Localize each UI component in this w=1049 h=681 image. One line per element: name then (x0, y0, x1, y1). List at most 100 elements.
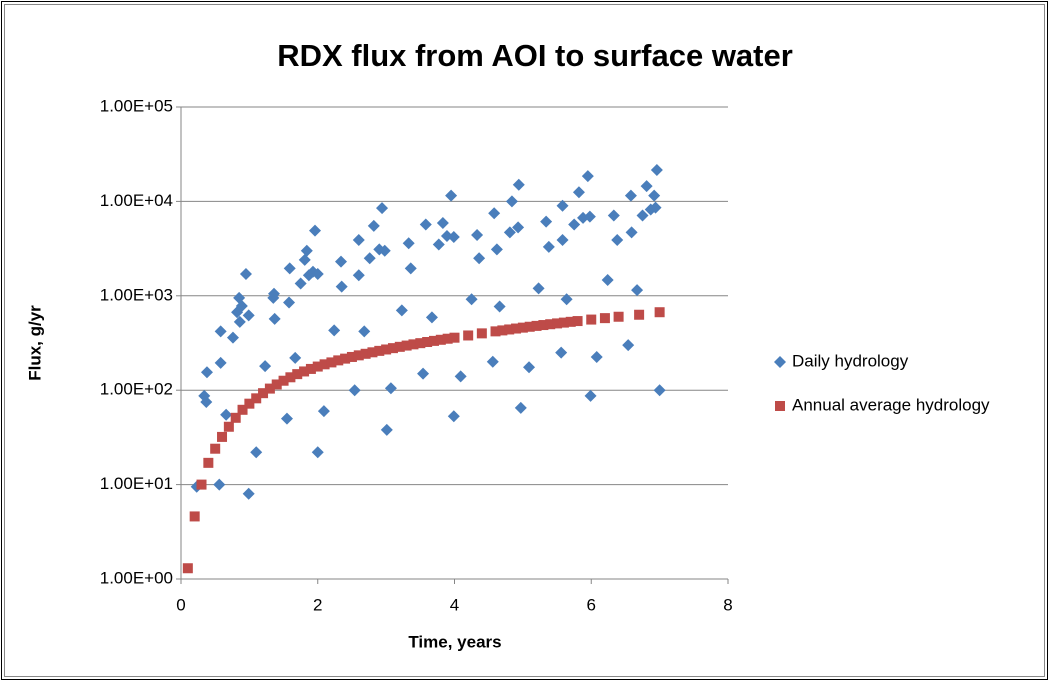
data-point (601, 274, 614, 287)
data-point (292, 369, 303, 380)
data-point (408, 339, 419, 350)
data-point (251, 393, 262, 404)
data-point (517, 322, 528, 333)
data-point (625, 226, 638, 239)
data-point (299, 366, 310, 377)
data-point (294, 277, 307, 290)
data-point (556, 234, 569, 247)
data-point (624, 189, 637, 202)
data-point (590, 350, 603, 363)
data-point (214, 356, 227, 369)
data-point (317, 405, 330, 418)
data-point (283, 296, 296, 309)
y-tick-label: 1.00E+00 (100, 568, 173, 587)
data-point (465, 293, 478, 306)
data-point (196, 479, 207, 490)
y-axis-label: Flux, g/yr (25, 305, 44, 381)
chart-title: RDX flux from AOI to surface water (277, 38, 793, 73)
data-point (242, 309, 255, 322)
data-point (648, 189, 661, 202)
data-point (471, 229, 484, 242)
data-point (367, 219, 380, 232)
data-point (415, 338, 426, 349)
data-point (463, 330, 474, 341)
data-point (353, 350, 364, 361)
data-point (572, 186, 585, 199)
data-point (584, 389, 597, 402)
data-point (445, 189, 458, 202)
data-point (217, 431, 228, 442)
data-point (538, 320, 549, 331)
data-point (267, 287, 280, 300)
data-point (531, 320, 542, 331)
x-tick-label: 0 (176, 595, 185, 614)
data-point (532, 282, 545, 295)
data-point (586, 314, 597, 325)
data-point (250, 446, 263, 459)
data-point (348, 384, 361, 397)
data-point (259, 360, 272, 373)
data-point (311, 268, 324, 281)
y-tick-label: 1.00E+03 (100, 285, 173, 304)
data-point (556, 199, 569, 212)
data-point (223, 421, 234, 432)
data-point (447, 410, 460, 423)
data-point (233, 315, 246, 328)
legend-label: Annual average hydrology (792, 395, 990, 414)
data-point (376, 202, 389, 215)
data-point (203, 457, 214, 468)
data-point (493, 300, 506, 313)
x-tick-label: 4 (450, 595, 459, 614)
data-point (512, 178, 525, 191)
data-point (239, 268, 252, 281)
data-point (558, 317, 569, 328)
data-point (285, 372, 296, 383)
legend-marker (775, 401, 785, 411)
data-point (220, 408, 233, 421)
data-point (542, 240, 555, 253)
data-point (505, 195, 518, 208)
x-axis-label: Time, years (408, 632, 501, 651)
legend-label: Daily hydrology (792, 351, 909, 370)
data-point (425, 311, 438, 324)
data-point (636, 209, 649, 222)
data-point (572, 316, 583, 327)
data-point (258, 388, 269, 399)
data-point (442, 333, 453, 344)
data-point (422, 337, 433, 348)
data-point (524, 321, 535, 332)
data-point (360, 348, 371, 359)
data-point (650, 164, 663, 177)
data-point (352, 234, 365, 247)
data-point (395, 304, 408, 317)
data-point (242, 487, 255, 500)
data-point (268, 312, 281, 325)
data-point (653, 384, 666, 397)
x-tick-label: 2 (313, 595, 322, 614)
data-point (476, 328, 487, 339)
data-point (311, 446, 324, 459)
data-point (381, 344, 392, 355)
data-point (634, 309, 645, 320)
data-point (367, 347, 378, 358)
data-point (326, 357, 337, 368)
data-point (436, 217, 449, 230)
data-point (611, 234, 624, 247)
data-point (488, 207, 501, 220)
data-point (340, 353, 351, 364)
data-point (417, 367, 430, 380)
data-point (312, 361, 323, 372)
data-point (514, 401, 527, 414)
data-point (654, 307, 665, 318)
data-point (378, 244, 391, 257)
data-point (503, 226, 516, 239)
data-point (497, 325, 508, 336)
data-point (552, 318, 563, 329)
data-point (380, 423, 393, 436)
data-point (504, 324, 515, 335)
data-point (401, 340, 412, 351)
data-point (523, 361, 536, 374)
data-point (333, 355, 344, 366)
data-point (432, 238, 445, 251)
data-point (622, 339, 635, 352)
